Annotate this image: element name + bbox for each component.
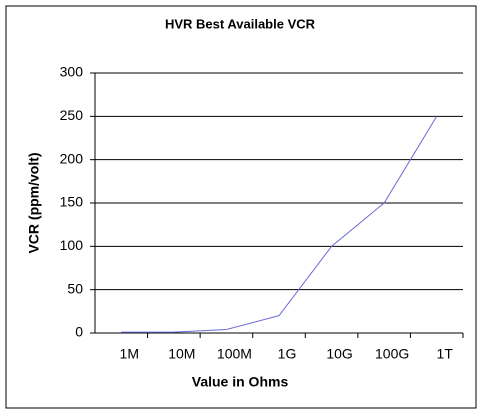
y-axis-label: VCR (ppm/volt)	[26, 152, 42, 253]
data-line	[121, 116, 438, 333]
y-tick-label: 50	[67, 280, 83, 296]
chart-title: HVR Best Available VCR	[165, 16, 316, 31]
x-tick-label: 100M	[217, 346, 252, 362]
x-tick-label: 10M	[168, 346, 195, 362]
y-tick-label: 150	[60, 194, 84, 210]
x-axis-label: Value in Ohms	[192, 374, 289, 390]
y-tick-label: 250	[60, 107, 84, 123]
y-tick-label: 0	[75, 324, 83, 340]
x-tick-label: 10G	[326, 346, 352, 362]
y-tick-label: 300	[60, 64, 84, 80]
x-tick-label: 1G	[278, 346, 297, 362]
x-tick-label: 1T	[437, 346, 454, 362]
y-tick-label: 200	[60, 150, 84, 166]
x-tick-label: 1M	[120, 346, 139, 362]
x-tick-label: 100G	[375, 346, 409, 362]
y-tick-label: 100	[60, 237, 84, 253]
